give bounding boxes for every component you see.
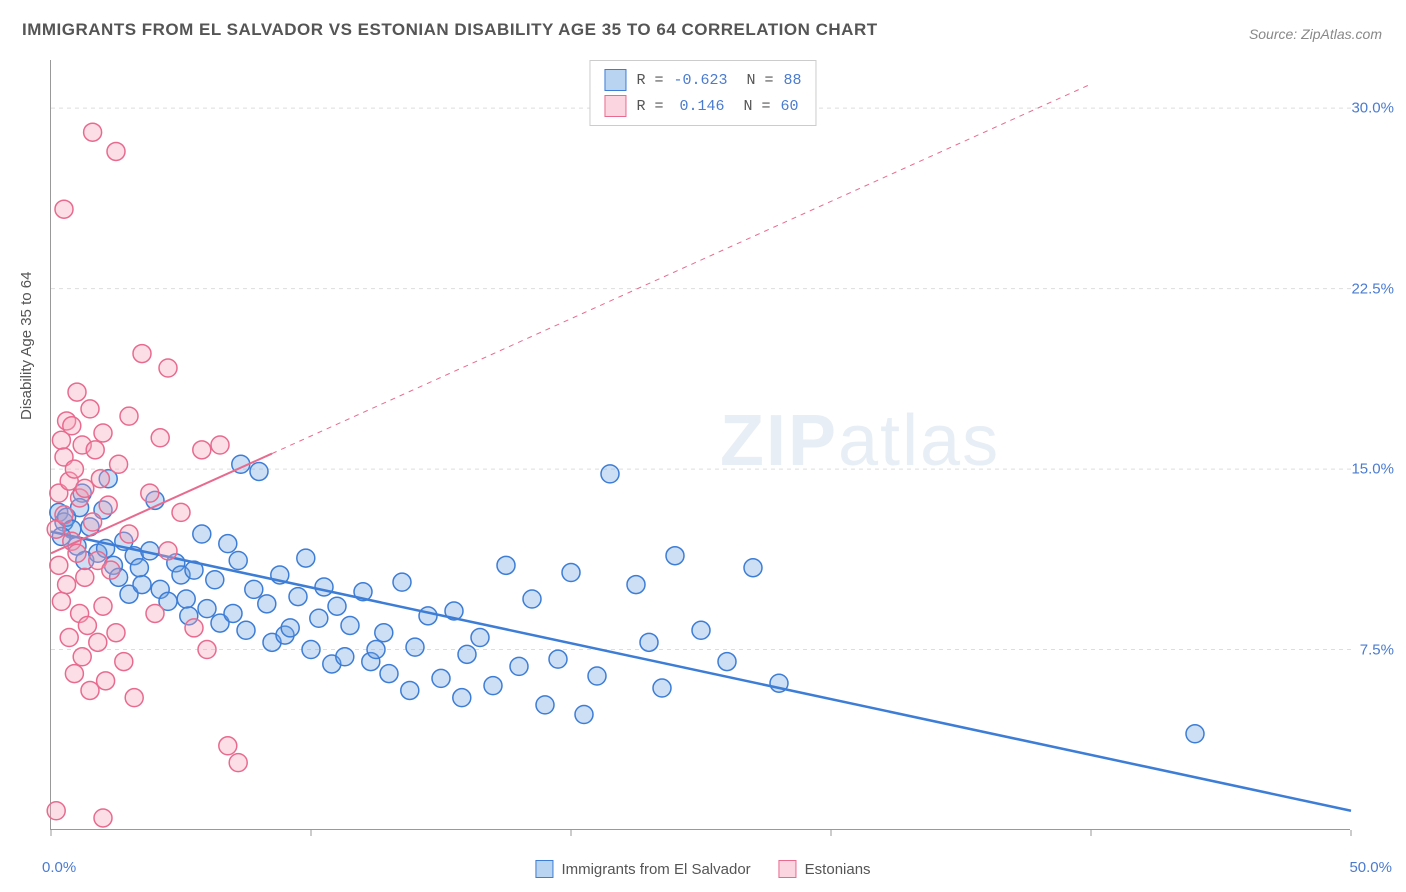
- legend-swatch-blue: [604, 69, 626, 91]
- legend-r-value-1: -0.623: [673, 72, 727, 89]
- scatter-svg: [51, 60, 1350, 829]
- plot-area: [50, 60, 1350, 830]
- y-tick-label: 22.5%: [1351, 280, 1394, 297]
- legend-r-label: R =: [636, 98, 663, 115]
- legend-n-label: N =: [738, 72, 774, 89]
- legend-n-label: N =: [735, 98, 771, 115]
- legend-label: Estonians: [805, 861, 871, 878]
- y-tick-label: 7.5%: [1360, 641, 1394, 658]
- source-attribution: Source: ZipAtlas.com: [1249, 26, 1382, 42]
- legend-item: Estonians: [779, 860, 871, 878]
- x-tick-min: 0.0%: [42, 859, 76, 876]
- legend-swatch-pink: [604, 95, 626, 117]
- legend-label: Immigrants from El Salvador: [561, 861, 750, 878]
- legend-n-value-2: 60: [781, 98, 799, 115]
- x-tick-max: 50.0%: [1349, 859, 1392, 876]
- y-tick-label: 30.0%: [1351, 100, 1394, 117]
- legend-r-label: R =: [636, 72, 663, 89]
- legend-swatch: [535, 860, 553, 878]
- legend-r-value-2: 0.146: [673, 98, 724, 115]
- legend-row-series-1: R = -0.623 N = 88: [604, 67, 801, 93]
- correlation-legend: R = -0.623 N = 88 R = 0.146 N = 60: [589, 60, 816, 126]
- y-axis-label: Disability Age 35 to 64: [18, 272, 35, 420]
- legend-n-value-1: 88: [784, 72, 802, 89]
- legend-swatch: [779, 860, 797, 878]
- legend-row-series-2: R = 0.146 N = 60: [604, 93, 801, 119]
- series-legend: Immigrants from El Salvador Estonians: [535, 860, 870, 878]
- y-tick-label: 15.0%: [1351, 461, 1394, 478]
- chart-title: IMMIGRANTS FROM EL SALVADOR VS ESTONIAN …: [22, 20, 878, 40]
- legend-item: Immigrants from El Salvador: [535, 860, 750, 878]
